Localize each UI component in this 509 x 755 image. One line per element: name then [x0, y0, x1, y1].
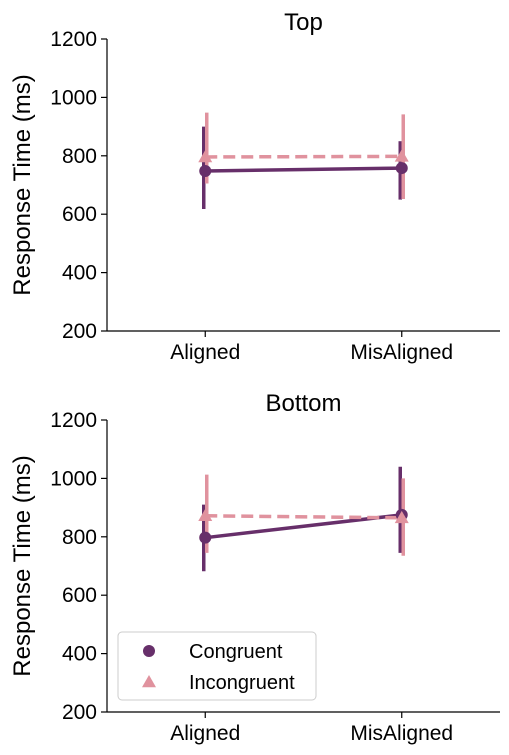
x-tick-label: MisAligned — [350, 722, 453, 745]
data-point-incongruent — [394, 149, 409, 162]
legend-label-incongruent: Incongruent — [189, 672, 295, 694]
chart-title: Bottom — [265, 390, 341, 417]
y-tick-label: 400 — [62, 262, 97, 285]
data-point-incongruent — [198, 508, 213, 522]
legend: Congruent Incongruent — [117, 631, 317, 701]
y-tick-label: 600 — [62, 584, 97, 607]
legend-marker-incongruent — [142, 675, 156, 688]
legend-label-congruent: Congruent — [189, 641, 283, 663]
data-point-congruent — [395, 162, 408, 175]
data-point-incongruent — [394, 510, 409, 524]
y-tick-label: 800 — [62, 526, 97, 549]
series-line-congruent — [205, 166, 402, 173]
data-point-congruent — [199, 164, 212, 177]
y-tick-label: 400 — [62, 643, 97, 666]
y-tick-label: 200 — [62, 701, 97, 724]
y-tick-label: 1200 — [50, 28, 97, 51]
x-tick-label: MisAligned — [350, 341, 453, 364]
data-point-incongruent — [198, 149, 213, 163]
chart-panel-0: Top 200 400 600 800 1000 1200 Aligned MisAligned… — [9, 9, 500, 364]
series-line-incongruent — [205, 154, 402, 159]
chart-title: Top — [284, 9, 323, 36]
y-tick-label: 1000 — [50, 467, 97, 490]
y-tick-label: 1000 — [50, 86, 97, 109]
y-axis-label: Response Time (ms) — [9, 74, 36, 295]
x-tick-label: Aligned — [170, 341, 240, 364]
y-axis-label: Response Time (ms) — [9, 455, 36, 676]
legend-box — [117, 631, 317, 701]
y-tick-label: 1200 — [50, 409, 97, 432]
data-point-congruent — [199, 531, 212, 544]
y-tick-label: 800 — [62, 145, 97, 168]
legend-marker-congruent — [143, 645, 155, 657]
series-line-incongruent — [205, 514, 402, 520]
x-tick-label: Aligned — [170, 722, 240, 745]
y-tick-label: 600 — [62, 203, 97, 226]
chart-panel-1: Bottom 200 400 600 800 1000 1200 Aligned MisAlig… — [9, 390, 500, 745]
y-tick-label: 200 — [62, 320, 97, 343]
